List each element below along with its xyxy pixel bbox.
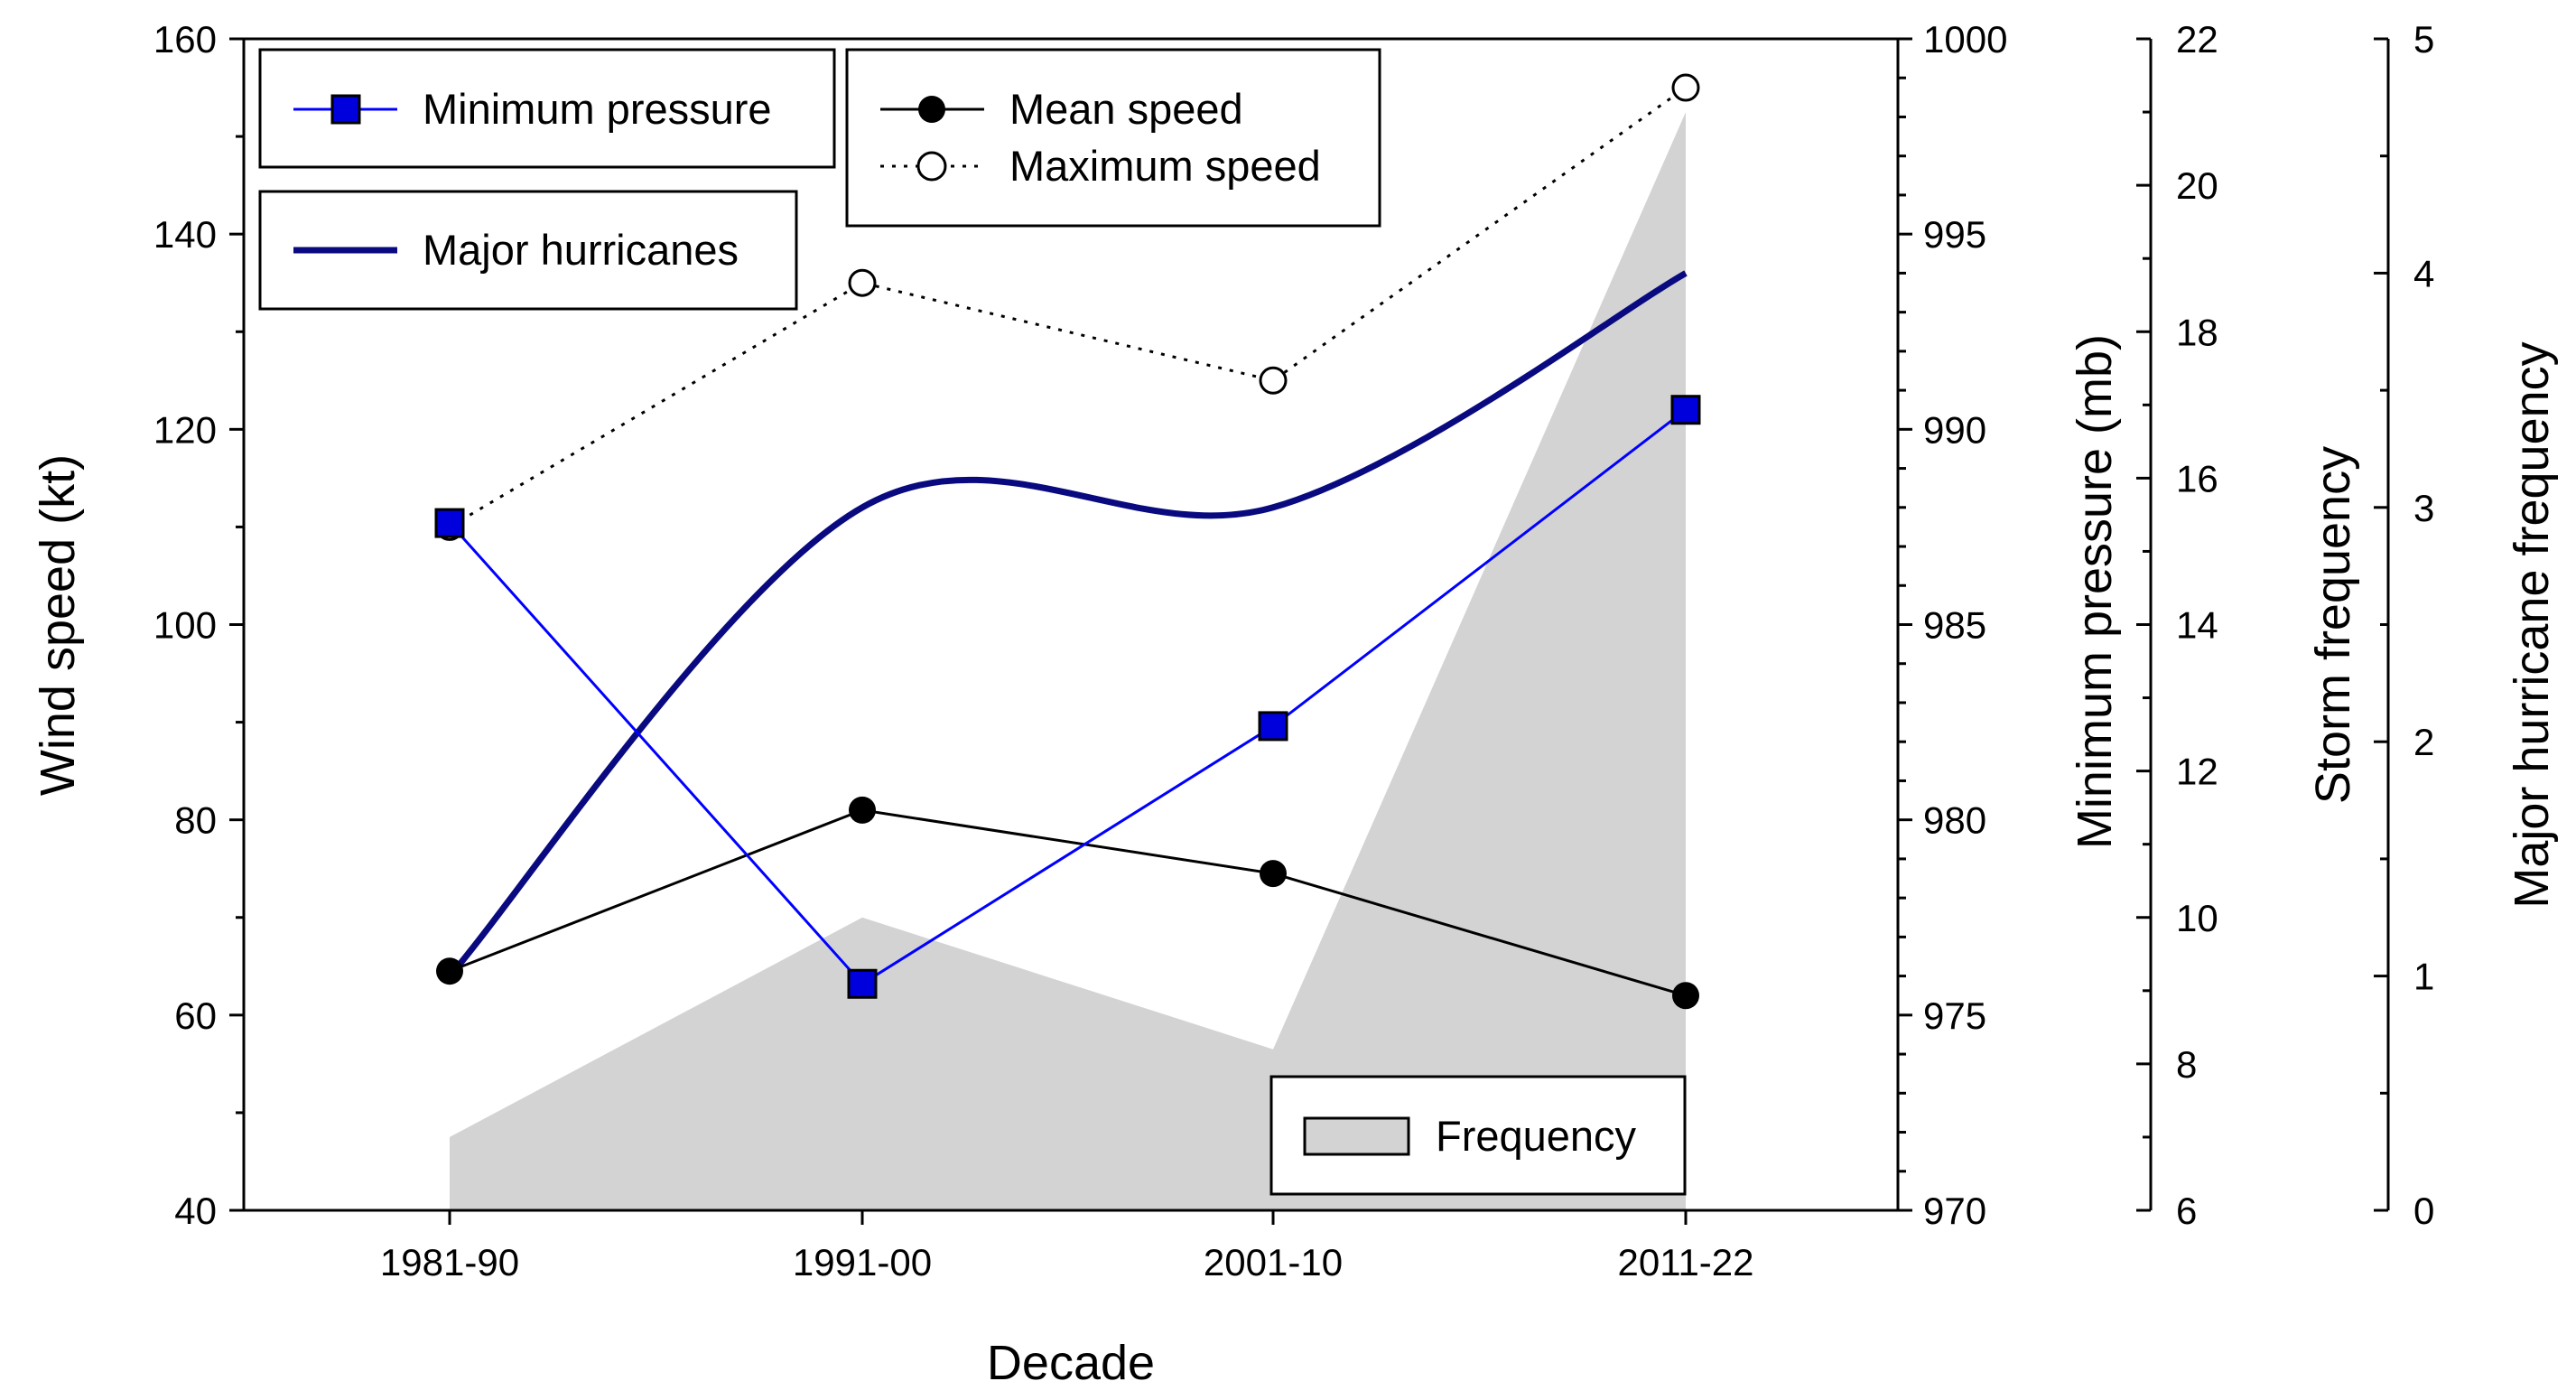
- wind-speed-axis: 40 60 80 100 120 140 160: [153, 18, 244, 1232]
- x-axis-title: Decade: [987, 1336, 1155, 1390]
- minimum-pressure-point: [1670, 395, 1701, 425]
- y-tick-label: 1: [2413, 956, 2434, 998]
- maximum-speed-point: [1671, 73, 1700, 102]
- y-tick-label: 8: [2176, 1043, 2197, 1086]
- legend-label-frequency: Frequency: [1436, 1112, 1637, 1160]
- legend-marker-maximum-speed: [916, 151, 947, 182]
- y-tick-label: 160: [153, 18, 217, 61]
- mean-speed-point: [1260, 860, 1287, 888]
- y-tick-label: 100: [153, 604, 217, 647]
- y-tick-label: 14: [2176, 604, 2218, 647]
- y-tick-label: 970: [1923, 1190, 1986, 1232]
- y-tick-label: 20: [2176, 164, 2218, 207]
- y-tick-label: 985: [1923, 604, 1986, 647]
- legend-marker-minimum-pressure: [330, 94, 361, 125]
- mean-speed-point: [436, 957, 463, 985]
- y-tick-label: 980: [1923, 799, 1986, 842]
- x-tick-label: 1991-00: [793, 1241, 932, 1283]
- minimum-pressure-point: [434, 508, 465, 538]
- maximum-speed-point: [848, 268, 877, 297]
- y-tick-label: 40: [174, 1190, 217, 1232]
- minimum-pressure-point: [1258, 711, 1288, 742]
- legend-swatch-frequency: [1303, 1116, 1410, 1156]
- minimum-pressure-line: [448, 408, 1687, 986]
- mean-speed-layer: [436, 796, 1699, 1010]
- y-tick-label: 18: [2176, 311, 2218, 353]
- frequency-area: [450, 112, 1686, 1211]
- y-tick-label: 120: [153, 408, 217, 451]
- legend-speed: Mean speed Maximum speed: [845, 48, 1381, 228]
- y-tick-label: 4: [2413, 252, 2434, 294]
- y-tick-label: 975: [1923, 994, 1986, 1037]
- x-tick-label: 1981-90: [380, 1241, 519, 1283]
- major-hurricanes-curve: [447, 270, 1688, 978]
- x-axis: 1981-90 1991-00 2001-10 2011-22: [380, 1210, 1754, 1283]
- y-tick-label: 22: [2176, 18, 2218, 61]
- major-hurricanes-layer: [447, 270, 1688, 978]
- legend-frequency: Frequency: [1269, 1075, 1687, 1196]
- y-tick-label: 16: [2176, 457, 2218, 499]
- y-tick-label: 5: [2413, 18, 2434, 61]
- y-tick-label: 0: [2413, 1190, 2434, 1232]
- major-frequency-axis-title: Major hurricane frequency: [2505, 341, 2559, 908]
- y-tick-label: 995: [1923, 213, 1986, 256]
- legend-label-maximum-speed: Maximum speed: [1009, 142, 1321, 190]
- legend-minimum-pressure: Minimum pressure: [258, 48, 836, 169]
- major-frequency-axis: 0 1 2 3 4 5: [2374, 18, 2434, 1232]
- wind-speed-axis-title: Wind speed (kt): [31, 454, 85, 796]
- y-tick-label: 10: [2176, 897, 2218, 939]
- mean-speed-point: [849, 796, 876, 824]
- y-tick-label: 6: [2176, 1190, 2197, 1232]
- y-tick-label: 990: [1923, 408, 1986, 451]
- legend-label-minimum-pressure: Minimum pressure: [423, 85, 772, 133]
- frequency-area-layer: [450, 112, 1686, 1211]
- x-tick-label: 2011-22: [1617, 1241, 1753, 1283]
- maximum-speed-point: [1259, 366, 1288, 395]
- y-tick-label: 12: [2176, 751, 2218, 793]
- minimum-pressure-point: [847, 968, 878, 999]
- x-tick-label: 2001-10: [1204, 1241, 1343, 1283]
- minimum-pressure-layer: [434, 395, 1701, 999]
- legend-label-mean-speed: Mean speed: [1009, 85, 1243, 133]
- mean-speed-line: [449, 808, 1687, 997]
- pressure-axis: 970 975 980 985 990 995 1000: [1898, 18, 2007, 1232]
- mean-speed-point: [1672, 982, 1699, 1010]
- y-tick-label: 60: [174, 994, 217, 1037]
- pressure-axis-title: Minimum pressure (mb): [2068, 334, 2122, 849]
- y-tick-label: 80: [174, 799, 217, 842]
- legend-marker-mean-speed: [918, 96, 945, 123]
- legend-major-hurricanes: Major hurricanes: [258, 190, 798, 311]
- storm-frequency-axis: 6 8 10 12 14 16 18 20 22: [2136, 18, 2218, 1232]
- y-tick-label: 140: [153, 213, 217, 256]
- storm-frequency-axis-title: Storm frequency: [2306, 446, 2360, 804]
- y-tick-label: 2: [2413, 721, 2434, 763]
- y-tick-label: 3: [2413, 487, 2434, 529]
- y-tick-label: 1000: [1923, 18, 2007, 61]
- legend-box: [845, 48, 1381, 228]
- legend-label-major-hurricanes: Major hurricanes: [423, 226, 739, 274]
